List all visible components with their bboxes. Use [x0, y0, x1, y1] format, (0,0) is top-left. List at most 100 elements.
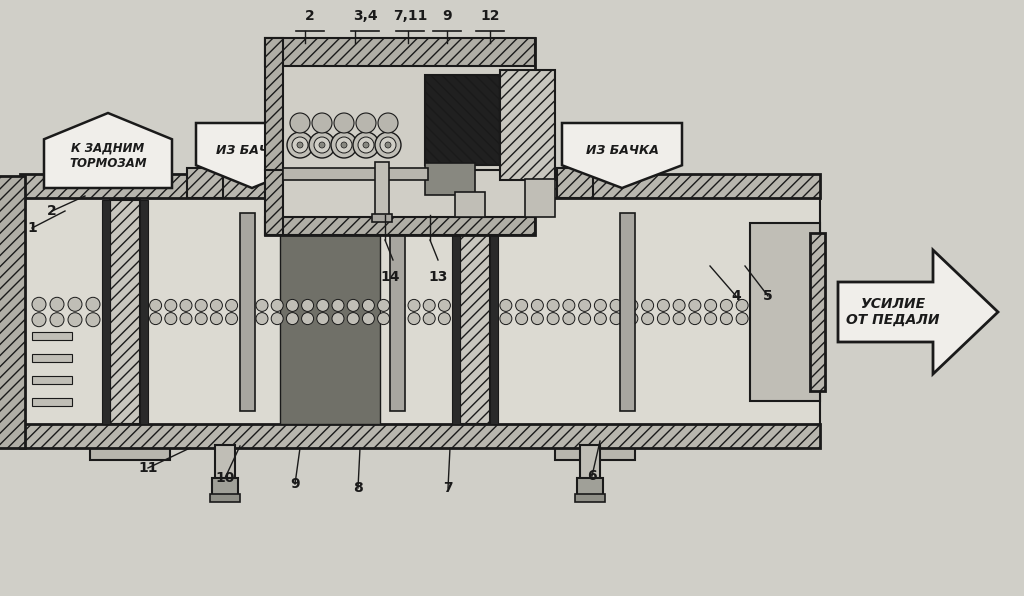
Circle shape — [500, 312, 512, 325]
Circle shape — [736, 299, 749, 311]
Circle shape — [165, 299, 177, 311]
Circle shape — [362, 299, 375, 311]
Polygon shape — [196, 123, 308, 188]
Circle shape — [256, 299, 268, 311]
Circle shape — [547, 312, 559, 325]
Bar — [577, 478, 603, 496]
Text: 6: 6 — [587, 469, 597, 483]
Bar — [32, 398, 72, 406]
Circle shape — [332, 299, 344, 311]
Text: 3,4: 3,4 — [352, 9, 377, 23]
Circle shape — [626, 299, 638, 311]
Text: 3: 3 — [522, 138, 531, 152]
Circle shape — [516, 312, 527, 325]
Circle shape — [287, 299, 298, 311]
Bar — [240, 213, 255, 411]
Circle shape — [319, 142, 325, 148]
Bar — [20, 198, 820, 426]
Bar — [110, 200, 140, 424]
Bar — [375, 162, 389, 217]
Circle shape — [210, 312, 222, 325]
Circle shape — [516, 299, 527, 311]
Circle shape — [626, 312, 638, 325]
Bar — [212, 478, 238, 496]
Circle shape — [689, 299, 700, 311]
Circle shape — [531, 312, 544, 325]
Circle shape — [408, 299, 420, 311]
Circle shape — [610, 312, 623, 325]
Circle shape — [309, 132, 335, 158]
Circle shape — [312, 113, 332, 133]
Circle shape — [347, 312, 359, 325]
Text: 8: 8 — [353, 481, 362, 495]
Circle shape — [50, 297, 63, 311]
Circle shape — [196, 299, 207, 311]
Circle shape — [547, 299, 559, 311]
Circle shape — [290, 113, 310, 133]
Circle shape — [180, 299, 193, 311]
Circle shape — [362, 312, 375, 325]
Circle shape — [331, 132, 357, 158]
Text: ИЗ БАЧКА: ИЗ БАЧКА — [586, 144, 658, 157]
Circle shape — [438, 312, 451, 325]
Circle shape — [705, 312, 717, 325]
Circle shape — [341, 142, 347, 148]
Circle shape — [673, 312, 685, 325]
Circle shape — [86, 297, 100, 311]
Circle shape — [150, 312, 162, 325]
Circle shape — [287, 312, 298, 325]
Circle shape — [657, 312, 670, 325]
Circle shape — [32, 313, 46, 327]
Circle shape — [316, 299, 329, 311]
Text: 11: 11 — [138, 461, 158, 475]
Bar — [187, 168, 223, 198]
Circle shape — [302, 312, 313, 325]
Bar — [620, 213, 635, 411]
Text: 2: 2 — [305, 9, 314, 23]
Circle shape — [332, 312, 344, 325]
Bar — [20, 174, 820, 198]
Bar — [580, 445, 600, 480]
Text: 9: 9 — [442, 9, 452, 23]
Circle shape — [563, 299, 574, 311]
Text: 5: 5 — [763, 289, 773, 303]
Text: К ЗАДНИМ
ТОРМОЗАМ: К ЗАДНИМ ТОРМОЗАМ — [70, 142, 146, 170]
Bar — [810, 233, 825, 391]
Circle shape — [378, 113, 398, 133]
Circle shape — [408, 312, 420, 325]
Bar — [265, 38, 535, 235]
Circle shape — [271, 312, 284, 325]
Circle shape — [423, 312, 435, 325]
Circle shape — [393, 312, 404, 325]
Circle shape — [362, 142, 369, 148]
Bar — [452, 200, 460, 424]
Bar — [750, 223, 820, 401]
Bar — [372, 214, 392, 222]
Bar — [32, 332, 72, 340]
Circle shape — [150, 299, 162, 311]
Circle shape — [336, 137, 352, 153]
Bar — [90, 446, 170, 460]
Text: 2: 2 — [47, 204, 57, 218]
Bar — [557, 168, 593, 198]
Bar — [265, 38, 535, 66]
Bar — [265, 217, 535, 235]
Circle shape — [531, 299, 544, 311]
Text: К
ПЕРЕДНИМ
ТОРМОЗАМ: К ПЕРЕДНИМ ТОРМОЗАМ — [356, 138, 430, 172]
Bar — [32, 376, 72, 384]
Circle shape — [32, 297, 46, 311]
Circle shape — [393, 299, 404, 311]
Polygon shape — [324, 108, 462, 188]
Circle shape — [210, 299, 222, 311]
Circle shape — [196, 312, 207, 325]
Circle shape — [292, 137, 308, 153]
Circle shape — [689, 312, 700, 325]
Bar — [460, 200, 490, 424]
Text: 7,11: 7,11 — [393, 9, 427, 23]
Bar — [425, 75, 500, 165]
Bar — [20, 424, 820, 448]
Text: 7: 7 — [443, 481, 453, 495]
Circle shape — [720, 299, 732, 311]
Bar — [280, 200, 380, 424]
Circle shape — [68, 313, 82, 327]
